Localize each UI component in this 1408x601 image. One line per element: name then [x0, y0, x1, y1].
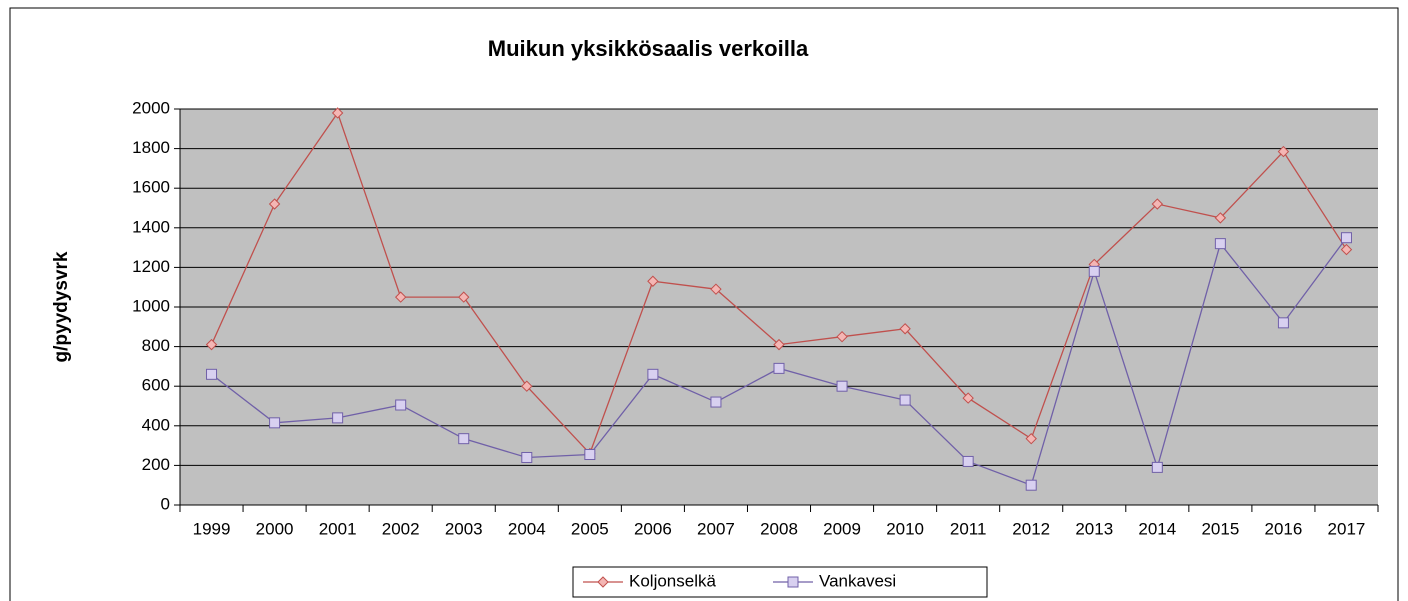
data-point — [521, 380, 533, 392]
data-point — [1025, 432, 1037, 445]
x-tick-label: 2001 — [319, 519, 357, 538]
data-point — [773, 362, 785, 374]
y-tick-label: 1000 — [132, 296, 170, 315]
data-point — [1214, 238, 1226, 250]
y-tick-label: 1200 — [132, 257, 170, 276]
data-point — [899, 394, 911, 406]
y-axis-label: g/pyydysvrk — [51, 251, 72, 362]
data-point — [458, 433, 470, 445]
x-tick-label: 2000 — [256, 519, 294, 538]
data-point — [962, 392, 974, 404]
data-point — [1151, 461, 1163, 473]
y-tick-label: 600 — [142, 376, 170, 395]
y-tick-label: 2000 — [132, 98, 170, 117]
legend-marker — [597, 576, 609, 588]
y-tick-label: 0 — [161, 494, 170, 513]
data-point — [584, 449, 596, 461]
data-point — [836, 330, 848, 343]
x-tick-label: 2003 — [445, 519, 483, 538]
x-tick-label: 2007 — [697, 519, 735, 538]
y-tick-label: 1400 — [132, 217, 170, 236]
data-point — [332, 412, 344, 424]
x-tick-label: 2010 — [886, 519, 924, 538]
data-point — [331, 107, 344, 119]
legend-label: Vankavesi — [819, 571, 896, 590]
data-point — [521, 451, 533, 463]
y-tick-label: 800 — [142, 336, 170, 355]
data-point — [1277, 145, 1290, 158]
x-tick-label: 2008 — [760, 519, 798, 538]
x-tick-label: 2004 — [508, 519, 546, 538]
data-point — [1025, 479, 1037, 491]
x-tick-label: 2016 — [1265, 519, 1303, 538]
data-point — [1340, 232, 1352, 244]
y-tick-label: 1600 — [132, 178, 170, 197]
legend-marker — [787, 576, 799, 588]
y-tick-label: 200 — [142, 455, 170, 474]
data-point — [269, 417, 281, 429]
data-point — [710, 396, 722, 408]
data-point — [1277, 317, 1289, 329]
data-point — [710, 283, 722, 295]
data-point — [205, 338, 218, 351]
x-tick-label: 2013 — [1075, 519, 1113, 538]
chart-title: Muikun yksikkösaalis verkoilla — [488, 36, 809, 61]
x-tick-label: 2005 — [571, 519, 609, 538]
x-tick-label: 2006 — [634, 519, 672, 538]
data-point — [1088, 265, 1100, 277]
data-point — [899, 323, 911, 335]
data-point — [773, 338, 785, 351]
x-tick-label: 2015 — [1201, 519, 1239, 538]
data-point — [836, 380, 848, 392]
x-tick-label: 2009 — [823, 519, 861, 538]
data-point — [206, 368, 218, 380]
data-point — [647, 368, 659, 380]
data-point — [395, 399, 407, 411]
data-point — [1151, 198, 1164, 210]
data-point — [1214, 212, 1227, 224]
x-tick-label: 2012 — [1012, 519, 1050, 538]
y-tick-label: 1800 — [132, 138, 170, 157]
data-point — [268, 198, 281, 210]
data-point — [458, 291, 470, 303]
data-point — [962, 455, 974, 467]
data-point — [394, 291, 407, 303]
x-tick-label: 2014 — [1138, 519, 1176, 538]
x-tick-label: 2017 — [1328, 519, 1366, 538]
data-point — [647, 275, 659, 287]
x-tick-label: 1999 — [193, 519, 231, 538]
x-tick-label: 2011 — [950, 519, 987, 538]
x-tick-label: 2002 — [382, 519, 420, 538]
legend-label: Koljonselkä — [629, 571, 716, 590]
y-tick-label: 400 — [142, 415, 170, 434]
data-point — [1340, 243, 1353, 256]
